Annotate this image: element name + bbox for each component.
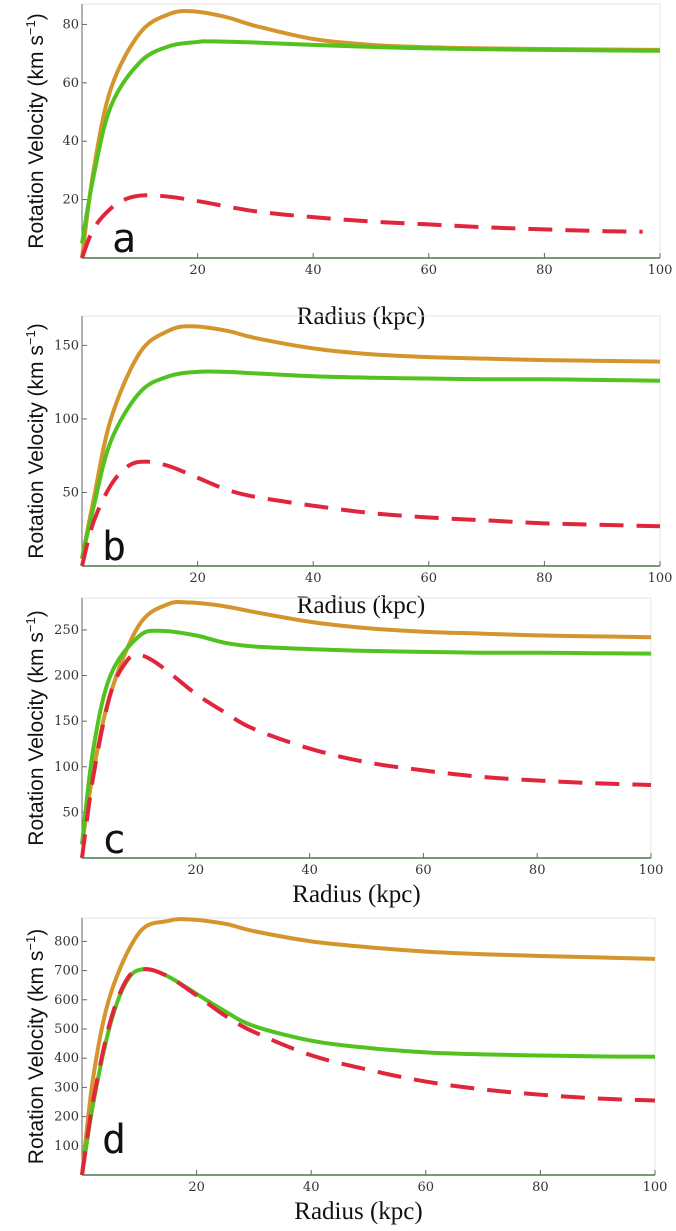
y-axis-label: Rotation Velocity (km s−1) (23, 929, 48, 1164)
y-tick-label: 800 (54, 934, 79, 949)
x-tick-label: 20 (188, 863, 205, 878)
x-tick-label: 20 (189, 571, 206, 586)
x-axis-label: Radius (kpc) (292, 881, 420, 908)
plot-frame (81, 3, 661, 259)
x-tick-label: 40 (301, 863, 318, 878)
panel-d: 100 200 300 400 500 600 700 800 20 40 60 80 100 d Rota… (23, 917, 668, 1225)
x-tick-label: 60 (421, 263, 438, 278)
panel-a: 20 40 60 80 20 40 60 80 100 a Rotation Velocity (k… (23, 3, 673, 330)
y-tick-label: 40 (62, 134, 79, 149)
y-tick-label: 60 (62, 76, 79, 91)
x-tick-label: 100 (648, 571, 673, 586)
series-line-total (80, 599, 652, 845)
x-tick-label: 80 (532, 1180, 549, 1195)
x-tick-label: 100 (643, 1180, 668, 1195)
x-tick-label: 40 (303, 1180, 320, 1195)
y-axis-label: Rotation Velocity (km s−1) (23, 610, 48, 845)
y-tick-label: 400 (54, 1051, 79, 1066)
series-line-disk (80, 193, 643, 259)
series-line-total (80, 324, 661, 560)
series-line-halo (80, 967, 656, 1176)
x-tick-label: 20 (188, 1180, 205, 1195)
x-tick-label: 80 (536, 571, 553, 586)
panel-letter: c (102, 817, 126, 863)
panel-c: 50 100 150 200 250 20 40 60 80 100 c Rotation Veloc… (23, 597, 664, 908)
y-tick-label: 600 (54, 993, 79, 1008)
panel-b: 50 100 150 20 40 60 80 100 b Rotation Velocity (k… (23, 315, 673, 619)
panel-letter: b (102, 524, 126, 570)
series-line-halo (80, 39, 661, 244)
y-tick-label: 500 (54, 1022, 79, 1037)
y-axis-label: Rotation Velocity (km s−1) (23, 13, 48, 248)
x-tick-label: 40 (305, 571, 322, 586)
x-tick-label: 20 (189, 263, 206, 278)
series-line-disk (80, 967, 656, 1176)
series-line-halo (80, 369, 661, 560)
x-tick-label: 100 (639, 863, 664, 878)
y-tick-label: 50 (62, 805, 79, 820)
x-tick-label: 60 (421, 571, 438, 586)
y-tick-label: 200 (54, 1110, 79, 1125)
series-line-halo (80, 628, 652, 845)
y-tick-label: 250 (54, 623, 79, 638)
x-tick-label: 100 (648, 263, 673, 278)
y-tick-label: 150 (54, 714, 79, 729)
x-tick-label: 60 (418, 1180, 435, 1195)
y-tick-label: 80 (62, 17, 79, 32)
y-tick-label: 20 (62, 193, 79, 208)
x-tick-label: 60 (415, 863, 432, 878)
x-tick-label: 40 (305, 263, 322, 278)
panel-letter: a (112, 216, 136, 262)
y-tick-label: 150 (54, 338, 79, 353)
y-tick-label: 100 (54, 760, 79, 775)
x-tick-label: 80 (529, 863, 546, 878)
x-axis-label: Radius (kpc) (294, 1198, 422, 1225)
y-tick-label: 100 (54, 1139, 79, 1154)
y-tick-label: 50 (62, 485, 79, 500)
x-tick-label: 80 (536, 263, 553, 278)
series-line-total (80, 917, 656, 1176)
x-axis-label: Radius (kpc) (297, 592, 425, 619)
y-tick-label: 100 (54, 412, 79, 427)
y-tick-label: 200 (54, 669, 79, 684)
series-line-disk (80, 459, 661, 567)
panel-letter: d (102, 1117, 126, 1163)
series-line-disk (80, 653, 652, 859)
y-tick-label: 300 (54, 1080, 79, 1095)
y-tick-label: 700 (54, 964, 79, 979)
y-axis-label: Rotation Velocity (km s−1) (23, 323, 48, 558)
